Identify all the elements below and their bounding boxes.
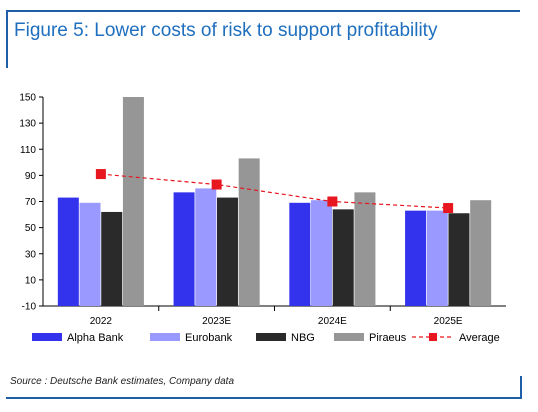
bar-alpha-bank [173,192,195,306]
y-tick-label: 30 [25,249,37,260]
y-tick-label: 130 [19,119,36,130]
y-tick-label: 90 [25,171,37,182]
bar-eurobank [79,202,101,306]
average-marker [211,179,222,190]
legend-marker [429,333,437,341]
frame-bottom-rule [6,397,522,399]
x-tick-label: 2024E [318,316,347,327]
y-tick-label: 110 [20,145,36,156]
y-tick-label: 10 [25,275,37,286]
y-tick-label: 150 [19,93,36,104]
legend-swatch [334,333,364,341]
bar-nbg [101,211,123,306]
bar-nbg [332,209,354,306]
legend-label: Alpha Bank [67,332,124,344]
bar-eurobank [426,210,448,306]
legend-swatch [32,333,62,341]
legend-label: Average [459,332,500,344]
legend-label: Eurobank [185,332,233,344]
y-tick-label: 70 [25,197,37,208]
y-tick-label: -10 [22,302,37,313]
average-marker [95,169,106,180]
bar-chart: -10 10 30 50 70 90 110 130 150 2022 2023E 2024E 2025… [19,93,506,344]
bar-piraeus [470,200,492,306]
y-tick-label: 50 [25,223,37,234]
x-tick-label: 2023E [202,316,231,327]
frame-right-bar [520,376,522,399]
frame-top-rule [6,10,520,12]
bar-nbg [448,213,470,306]
bar-alpha-bank [57,197,79,306]
bar-piraeus [122,97,144,306]
average-marker [327,196,338,207]
average-line [100,173,449,209]
average-marker [443,203,454,214]
legend-label: NBG [291,332,315,344]
bar-eurobank [311,200,333,306]
x-tick-label: 2025E [434,316,463,327]
bar-piraeus [354,192,376,306]
bar-eurobank [195,188,217,306]
bar-nbg [216,197,238,306]
bar-alpha-bank [405,210,427,306]
figure-title: Figure 5: Lower costs of risk to support… [14,20,438,41]
bar-alpha-bank [289,202,311,306]
legend-label: Piraeus [369,332,407,344]
x-tick-label: 2022 [90,316,113,327]
frame-left-bar [6,10,8,68]
legend-swatch [150,333,180,341]
source-note: Source : Deutsche Bank estimates, Compan… [10,376,235,387]
legend-swatch [256,333,286,341]
bar-piraeus [238,158,260,306]
